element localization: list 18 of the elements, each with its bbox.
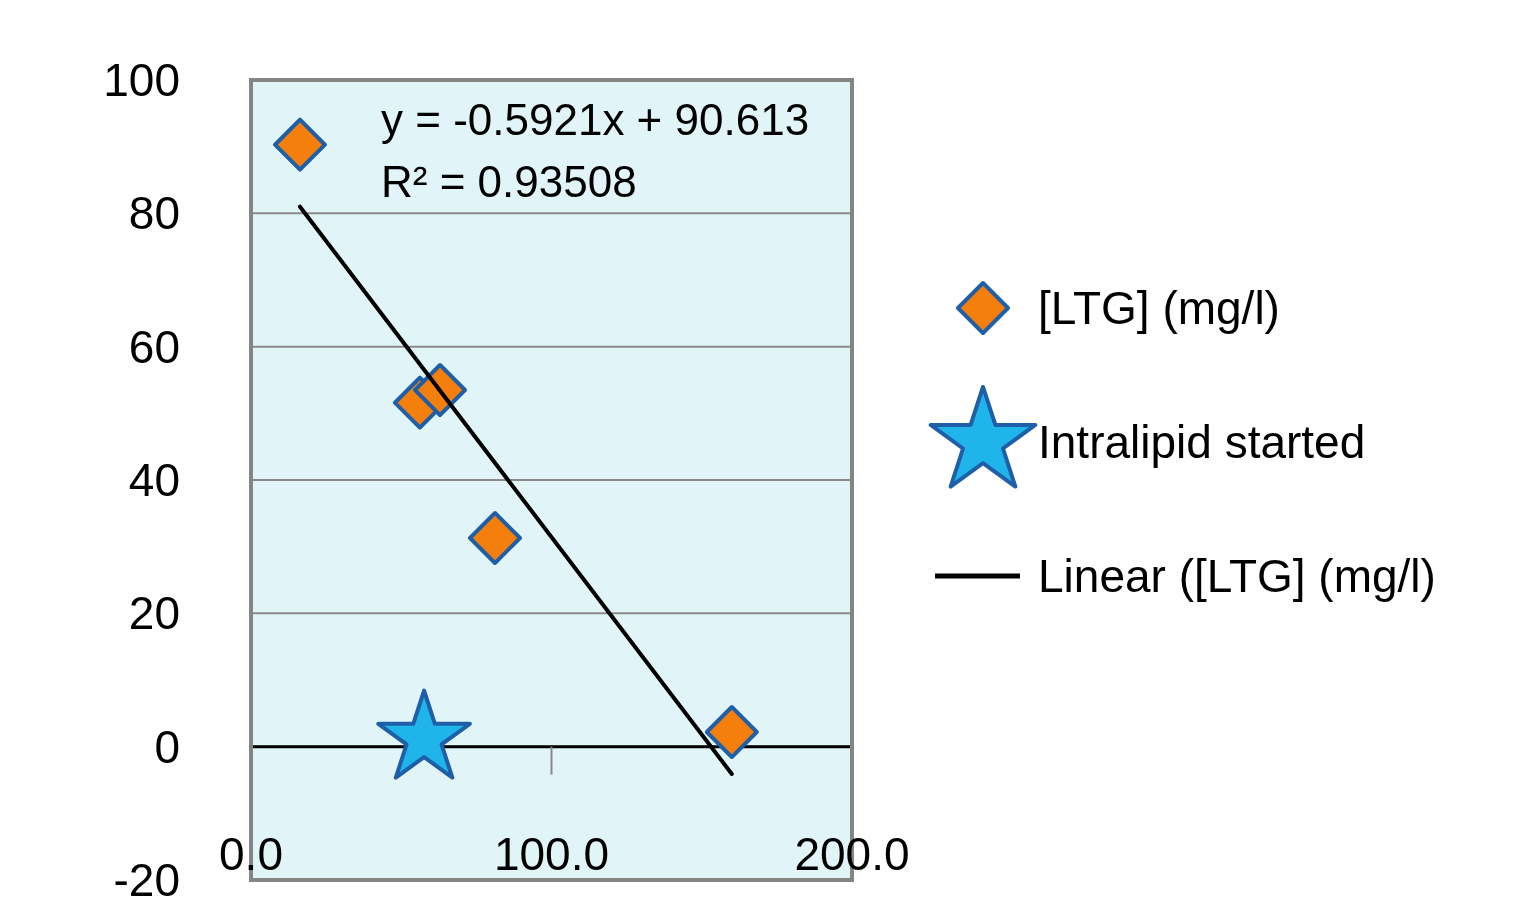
point: [468, 511, 523, 565]
legend-label: Linear ([LTG] (mg/l): [1038, 550, 1436, 603]
x-tick-label: 100.0: [493, 828, 610, 880]
y-tick-label: 80: [128, 187, 180, 240]
y-tick-label: -20: [113, 854, 180, 898]
legend-label: Intralipid started: [1038, 416, 1366, 469]
x-tick-label: 0.0: [219, 828, 283, 880]
y-tick-label: 40: [128, 454, 180, 507]
x-tick-label: 200.0: [794, 828, 910, 880]
legend-label: [LTG] (mg/l): [1038, 282, 1280, 335]
point: [704, 705, 759, 759]
point: [272, 117, 327, 172]
y-tick-label: 20: [128, 587, 180, 640]
annotation: R² = 0.93508: [381, 157, 637, 206]
y-tick-label: 60: [128, 320, 180, 373]
annotation: y = -0.5921x + 90.613: [381, 95, 810, 144]
y-tick-label: 100: [103, 54, 180, 107]
y-tick-label: 0: [154, 720, 180, 773]
